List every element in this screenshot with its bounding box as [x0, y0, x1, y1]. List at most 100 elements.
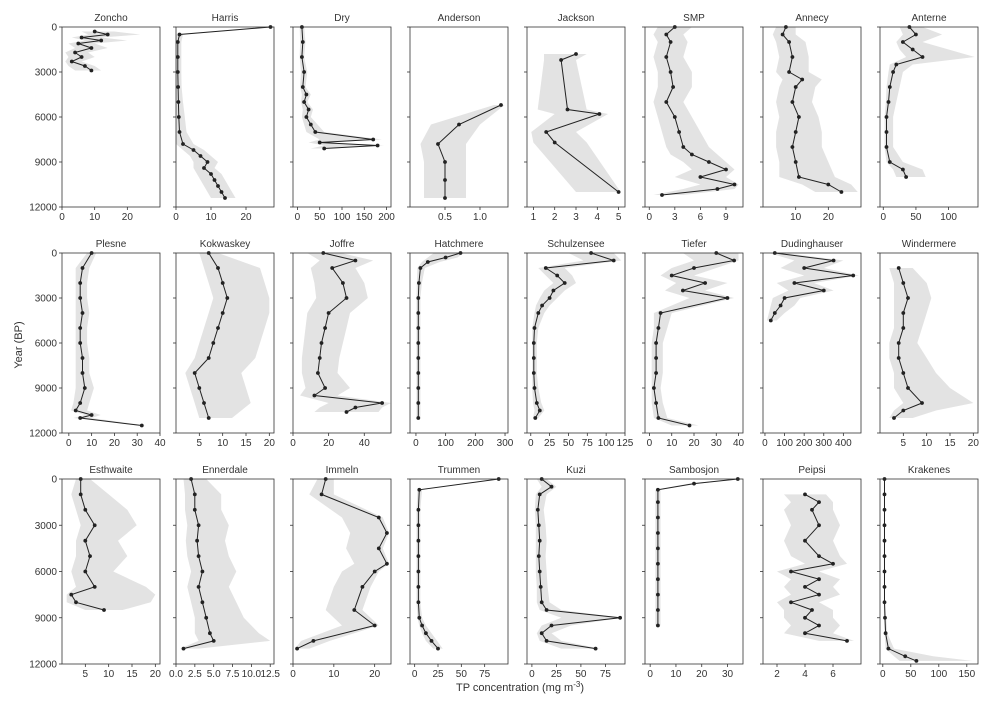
data-point [176, 115, 181, 119]
data-point [311, 639, 316, 643]
data-point [901, 326, 906, 330]
x-tick-label: 100 [598, 438, 615, 449]
y-tick-label: 0 [51, 249, 57, 260]
data-point [499, 103, 503, 107]
data-point [79, 35, 84, 40]
data-point [176, 100, 181, 104]
data-point [831, 561, 835, 566]
data-point [544, 130, 549, 134]
data-point [896, 356, 901, 360]
panel-frame [409, 252, 509, 434]
x-tick-label: 20 [968, 438, 980, 449]
data-point [176, 85, 181, 89]
series-line [177, 26, 271, 199]
data-point [83, 64, 87, 68]
x-tick-label: 100 [334, 212, 351, 223]
data-point [797, 175, 801, 179]
data-point [883, 615, 887, 620]
data-point [205, 160, 210, 164]
x-tick-label: 40 [154, 438, 166, 449]
panel-title: Dudinghauser [781, 239, 844, 250]
data-point [790, 55, 795, 59]
data-point [800, 77, 805, 82]
data-point [341, 281, 345, 285]
data-point [884, 130, 889, 134]
x-tick-label: 200 [796, 438, 813, 449]
data-point [656, 608, 660, 612]
data-point [416, 523, 421, 528]
x-tick-label: 400 [835, 438, 852, 449]
data-point [380, 401, 384, 405]
data-point [83, 538, 88, 543]
x-axis-title-main: TP concentration (mg m [456, 682, 573, 694]
data-point [660, 193, 664, 197]
data-point [195, 538, 200, 543]
x-tick-label: 10 [790, 212, 802, 223]
uncertainty-band [176, 27, 274, 198]
data-point [887, 85, 892, 89]
data-point [417, 615, 422, 620]
uncertainty-band [534, 479, 623, 649]
data-point [886, 646, 891, 651]
x-axis-title-close: ) [580, 682, 584, 694]
x-tick-label: 10 [921, 438, 933, 449]
data-point [886, 100, 891, 104]
x-tick-label: 200 [378, 212, 395, 223]
data-point [664, 55, 669, 59]
data-point [540, 303, 544, 308]
x-tick-label: 50 [563, 438, 575, 449]
panel-title: Trummen [438, 465, 480, 476]
data-point [839, 190, 844, 194]
data-point [656, 577, 660, 582]
data-point [552, 140, 557, 145]
panel-krakenes: Krakenes 0 50 100 150 [877, 465, 979, 680]
data-point [416, 371, 421, 375]
x-tick-label: 25 [432, 669, 444, 680]
x-tick-label: 15 [944, 438, 956, 449]
data-point [208, 631, 212, 636]
x-tick-label: 40 [359, 438, 371, 449]
panel-title: Peipsi [798, 465, 825, 476]
data-point [78, 492, 83, 497]
data-point [537, 492, 542, 497]
x-tick-label: 20 [264, 438, 276, 449]
data-point [593, 646, 598, 651]
data-point [656, 531, 660, 535]
data-point [353, 258, 358, 263]
x-tick-label: 2.5 [188, 669, 202, 680]
uncertainty-band [300, 253, 391, 412]
data-point [69, 59, 74, 64]
data-point [654, 341, 658, 345]
data-point [551, 288, 556, 293]
y-tick-label: 12000 [29, 660, 57, 671]
x-tick-label: 2 [774, 669, 780, 680]
data-point [536, 554, 541, 558]
data-point [202, 166, 206, 170]
data-point [803, 585, 807, 589]
x-tick-label: 100 [940, 212, 957, 223]
data-point [202, 401, 206, 405]
data-point [793, 130, 798, 134]
data-point [175, 70, 180, 74]
data-point [73, 408, 78, 413]
x-tick-label: 1.0 [473, 212, 487, 223]
x-tick-label: 0 [647, 438, 653, 449]
panel-joffre: Joffre 0 20 40 [290, 239, 392, 449]
data-point [78, 416, 83, 420]
data-point [826, 182, 831, 187]
x-tick-label: 0 [528, 438, 534, 449]
series-line [533, 252, 614, 419]
uncertainty-band [416, 479, 501, 649]
data-point [424, 631, 428, 636]
x-tick-label: 300 [497, 438, 514, 449]
data-point [73, 50, 77, 55]
data-point [732, 182, 737, 187]
uncertainty-band [655, 479, 741, 626]
data-point [544, 639, 549, 643]
data-point [83, 569, 88, 574]
x-tick-label: 5 [901, 438, 907, 449]
data-point [896, 341, 901, 345]
y-tick-label: 3000 [35, 521, 58, 532]
data-point [105, 32, 110, 37]
data-point [344, 410, 349, 414]
